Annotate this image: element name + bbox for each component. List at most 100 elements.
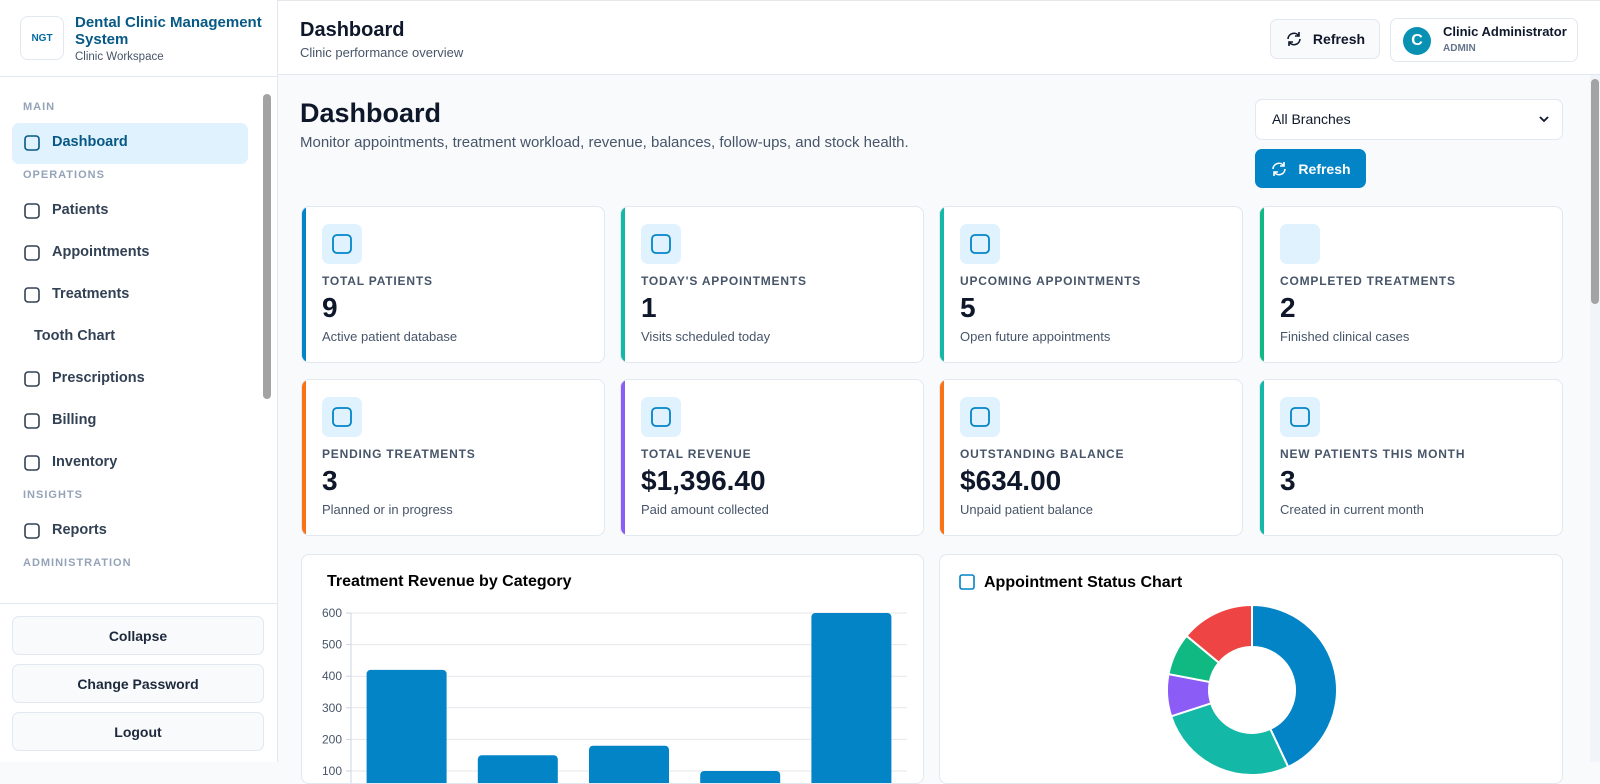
stat-note: Unpaid patient balance [960,502,1093,517]
icon-shape [24,455,40,471]
bar [589,745,669,783]
sidebar-button[interactable]: Collapse [12,616,264,655]
stat-card: OUTSTANDING BALANCE $634.00 Unpaid patient… [939,379,1243,536]
icon-shape [651,407,671,427]
nav-item[interactable]: Appointments [52,244,150,260]
nav-icon [24,455,40,471]
icon-shape [970,407,990,427]
icon-shape [24,413,40,429]
nav-item[interactable]: Patients [52,202,109,218]
nav-icon [24,413,40,429]
nav-icon [24,135,40,151]
nav-icon [24,371,40,387]
y-tick-label: 600 [322,606,342,620]
chart-title: Appointment Status Chart [984,574,1183,591]
nav-item[interactable]: Inventory [52,454,118,470]
nav-item[interactable]: Dashboard [52,134,128,150]
header-subtitle: Clinic performance overview [300,45,464,60]
icon-shape [24,287,40,303]
icon-glyph [332,407,352,427]
icon-shape [24,523,40,539]
user-box[interactable]: C Clinic Administrator ADMIN [1390,18,1578,62]
stat-label: TODAY'S APPOINTMENTS [641,274,807,288]
card-icon [960,224,1000,264]
nav-icon [24,203,40,219]
stat-card: PENDING TREATMENTS 3 Planned or in progres… [301,379,605,536]
card-accent [621,207,625,362]
stat-note: Finished clinical cases [1280,329,1410,344]
nav-active-bg [12,123,248,164]
card-icon [641,224,681,264]
icon-shape [1290,407,1310,427]
icon-glyph [651,407,671,427]
nav-section-label: OPERATIONS [23,169,105,181]
stat-value: 2 [1280,292,1296,323]
nav-item[interactable]: Reports [52,522,107,538]
nav-item[interactable]: Prescriptions [52,370,145,386]
y-tick-label: 500 [322,638,342,652]
icon-glyph [970,234,990,254]
sidebar-button[interactable]: Change Password [12,664,264,703]
pie-slice [1185,603,1253,664]
stat-value: $1,396.40 [641,465,766,496]
sidebar: NGT Dental Clinic Management System Clin… [0,0,278,762]
card-accent [302,380,306,535]
y-tick-label: 100 [322,764,342,778]
nav-section-label: MAIN [23,101,56,113]
user-avatar: C [1403,27,1431,55]
card-accent [1260,207,1264,362]
nav-icon [24,287,40,303]
header-title: Dashboard [300,19,405,41]
refresh-icon [1272,161,1287,176]
brand-title: Dental Clinic Management System [75,14,262,48]
pie-slice [1251,603,1338,769]
nav-section-label: ADMINISTRATION [23,557,132,569]
icon-shape [24,245,40,261]
sidebar-button[interactable]: Logout [12,712,264,751]
stat-label: PENDING TREATMENTS [322,447,476,461]
icon-shape [651,234,671,254]
stat-note: Open future appointments [960,329,1111,344]
stat-card: TOTAL REVENUE $1,396.40 Paid amount collec… [620,379,924,536]
refresh-icon [1287,32,1301,46]
nav-icon [24,523,40,539]
stat-label: UPCOMING APPOINTMENTS [960,274,1142,288]
icon-glyph [970,407,990,427]
user-role: ADMIN [1443,43,1476,54]
chevron [1539,116,1549,123]
page-refresh-button[interactable]: Refresh [1255,149,1366,188]
stat-value: 5 [960,292,976,323]
icon-glyph [651,234,671,254]
page-subtitle: Monitor appointments, treatment workload… [300,134,909,151]
stat-card: TODAY'S APPOINTMENTS 1 Visits scheduled to… [620,206,924,363]
stat-note: Paid amount collected [641,502,769,517]
stat-label: NEW PATIENTS THIS MONTH [1280,447,1466,461]
bar [700,771,781,783]
y-tick-label: 400 [322,669,342,683]
stat-card: TOTAL PATIENTS 9 Active patient database [301,206,605,363]
card-icon [1280,397,1320,437]
stat-card: UPCOMING APPOINTMENTS 5 Open future appoin… [939,206,1243,363]
title-icon [959,574,975,590]
pie-chart: Appointment Status Chart [959,574,1338,776]
bar-chart: Treatment Revenue by Category01002003004… [322,573,907,783]
card-icon [960,397,1000,437]
divider [0,76,278,77]
stat-value: $634.00 [960,465,1062,496]
bar [366,669,447,783]
nav-item[interactable]: Treatments [52,286,130,302]
nav-item[interactable]: Billing [52,412,97,428]
refresh-label: Refresh [1298,160,1351,177]
stat-note: Created in current month [1280,502,1424,517]
y-tick-label: 200 [322,732,342,746]
icon-shape [332,407,352,427]
brand-logo: NGT [20,16,64,60]
refresh-button[interactable]: Refresh [1270,19,1380,59]
icon-glyph [332,234,352,254]
stat-card: NEW PATIENTS THIS MONTH 3 Created in curre… [1259,379,1563,536]
icon-shape [332,234,352,254]
branch-select[interactable]: All Branches [1255,99,1563,140]
nav-item[interactable]: Tooth Chart [34,328,116,344]
stat-note: Active patient database [322,329,458,344]
